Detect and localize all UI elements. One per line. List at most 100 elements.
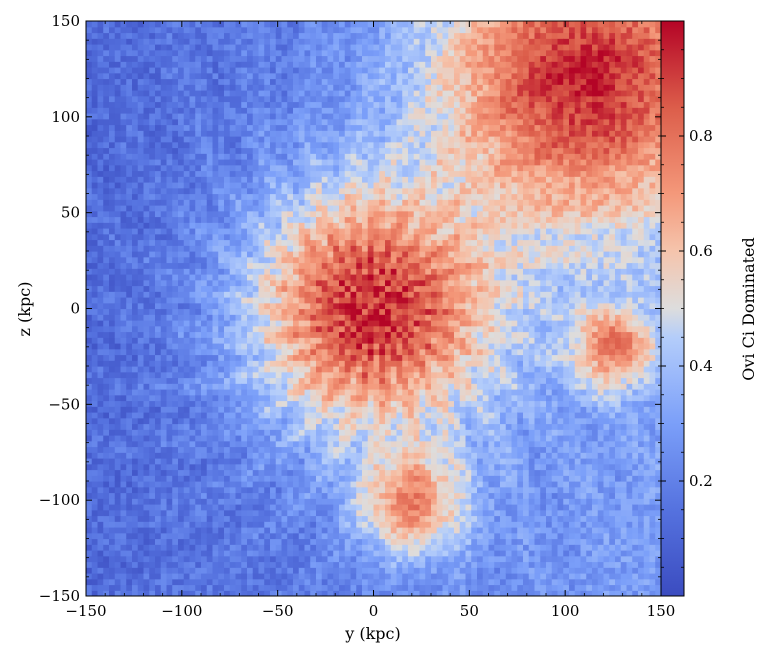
heatmap-cell	[212, 72, 219, 80]
heatmap-cell	[126, 302, 133, 310]
heatmap-cell	[229, 72, 237, 80]
heatmap-cell	[350, 44, 357, 51]
heatmap-cell	[344, 567, 352, 574]
heatmap-cell	[344, 199, 352, 206]
heatmap-cell	[229, 67, 237, 74]
heatmap-cell	[293, 440, 300, 448]
heatmap-cell	[189, 366, 196, 373]
heatmap-cell	[275, 239, 283, 246]
heatmap-cell	[137, 95, 145, 103]
heatmap-cell	[298, 136, 306, 143]
heatmap-cell	[155, 360, 162, 367]
heatmap-cell	[212, 113, 219, 120]
heatmap-cell	[362, 233, 369, 241]
heatmap-cell	[103, 118, 110, 126]
heatmap-cell	[172, 325, 179, 333]
heatmap-cell	[327, 555, 334, 563]
heatmap-cell	[362, 216, 369, 223]
heatmap-cell	[350, 314, 357, 321]
heatmap-cell	[143, 182, 150, 189]
heatmap-cell	[189, 446, 196, 453]
heatmap-cell	[103, 475, 110, 482]
heatmap-cell	[229, 302, 237, 310]
heatmap-cell	[293, 130, 300, 137]
heatmap-cell	[333, 55, 340, 62]
heatmap-cell	[333, 383, 340, 390]
heatmap-cell	[206, 348, 214, 356]
heatmap-cell	[344, 314, 352, 321]
heatmap-cell	[224, 159, 231, 166]
heatmap-cell	[91, 279, 99, 287]
heatmap-cell	[229, 187, 237, 195]
heatmap-cell	[155, 153, 162, 160]
heatmap-cell	[241, 302, 248, 310]
heatmap-cell	[252, 193, 260, 200]
heatmap-cell	[252, 377, 260, 384]
heatmap-cell	[218, 469, 225, 476]
heatmap-cell	[201, 354, 208, 361]
heatmap-cell	[293, 199, 300, 206]
heatmap-cell	[189, 21, 196, 28]
heatmap-cell	[86, 555, 93, 563]
heatmap-cell	[132, 67, 139, 74]
heatmap-cell	[241, 412, 248, 419]
heatmap-cell	[304, 72, 311, 80]
heatmap-cell	[281, 136, 288, 143]
heatmap-cell	[287, 544, 294, 551]
heatmap-cell	[166, 90, 173, 97]
heatmap-cell	[218, 44, 225, 51]
heatmap-cell	[339, 118, 346, 126]
heatmap-cell	[367, 176, 375, 183]
heatmap-cell	[367, 320, 375, 327]
heatmap-cell	[155, 49, 162, 57]
heatmap-cell	[86, 492, 93, 499]
heatmap-cell	[252, 354, 260, 361]
heatmap-cell	[91, 176, 99, 183]
heatmap-cell	[275, 371, 283, 379]
heatmap-cell	[149, 423, 156, 430]
heatmap-cell	[120, 481, 127, 488]
heatmap-cell	[143, 245, 150, 252]
heatmap-cell	[91, 78, 99, 85]
heatmap-cell	[298, 113, 306, 120]
heatmap-cell	[160, 216, 168, 223]
heatmap-cell	[258, 164, 265, 172]
heatmap-cell	[183, 84, 191, 91]
heatmap-cell	[137, 360, 145, 367]
heatmap-cell	[270, 170, 277, 177]
heatmap-cell	[327, 164, 334, 172]
heatmap-cell	[270, 38, 277, 45]
heatmap-cell	[344, 412, 352, 419]
heatmap-cell	[218, 423, 225, 430]
heatmap-cell	[229, 555, 237, 563]
heatmap-cell	[160, 245, 168, 252]
heatmap-cell	[344, 452, 352, 459]
heatmap-cell	[201, 245, 208, 252]
heatmap-cell	[155, 182, 162, 189]
heatmap-cell	[281, 366, 288, 373]
heatmap-cell	[166, 164, 173, 172]
heatmap-cell	[327, 394, 334, 402]
heatmap-cell	[344, 584, 352, 591]
heatmap-cell	[137, 141, 145, 149]
heatmap-cell	[281, 360, 288, 367]
heatmap-cell	[212, 550, 219, 557]
heatmap-cell	[91, 153, 99, 160]
heatmap-cell	[114, 492, 122, 499]
heatmap-cell	[264, 567, 271, 574]
heatmap-cell	[126, 527, 133, 534]
heatmap-cell	[270, 279, 277, 287]
heatmap-cell	[126, 107, 133, 114]
heatmap-cell	[218, 354, 225, 361]
heatmap-cell	[212, 297, 219, 304]
heatmap-cell	[97, 136, 104, 143]
heatmap-cell	[247, 377, 254, 384]
heatmap-cell	[143, 475, 150, 482]
heatmap-cell	[241, 67, 248, 74]
heatmap-cell	[212, 193, 219, 200]
heatmap-cell	[91, 348, 99, 356]
heatmap-cell	[166, 141, 173, 149]
heatmap-cell	[275, 136, 283, 143]
heatmap-cell	[132, 452, 139, 459]
heatmap-cell	[97, 199, 104, 206]
